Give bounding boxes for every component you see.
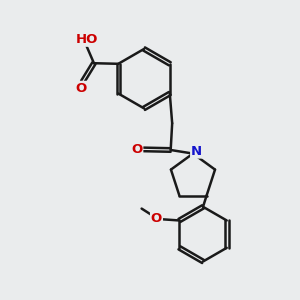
Text: O: O: [76, 82, 87, 95]
Text: HO: HO: [75, 33, 98, 46]
Text: O: O: [151, 212, 162, 226]
Text: N: N: [191, 145, 202, 158]
Text: O: O: [131, 143, 142, 156]
